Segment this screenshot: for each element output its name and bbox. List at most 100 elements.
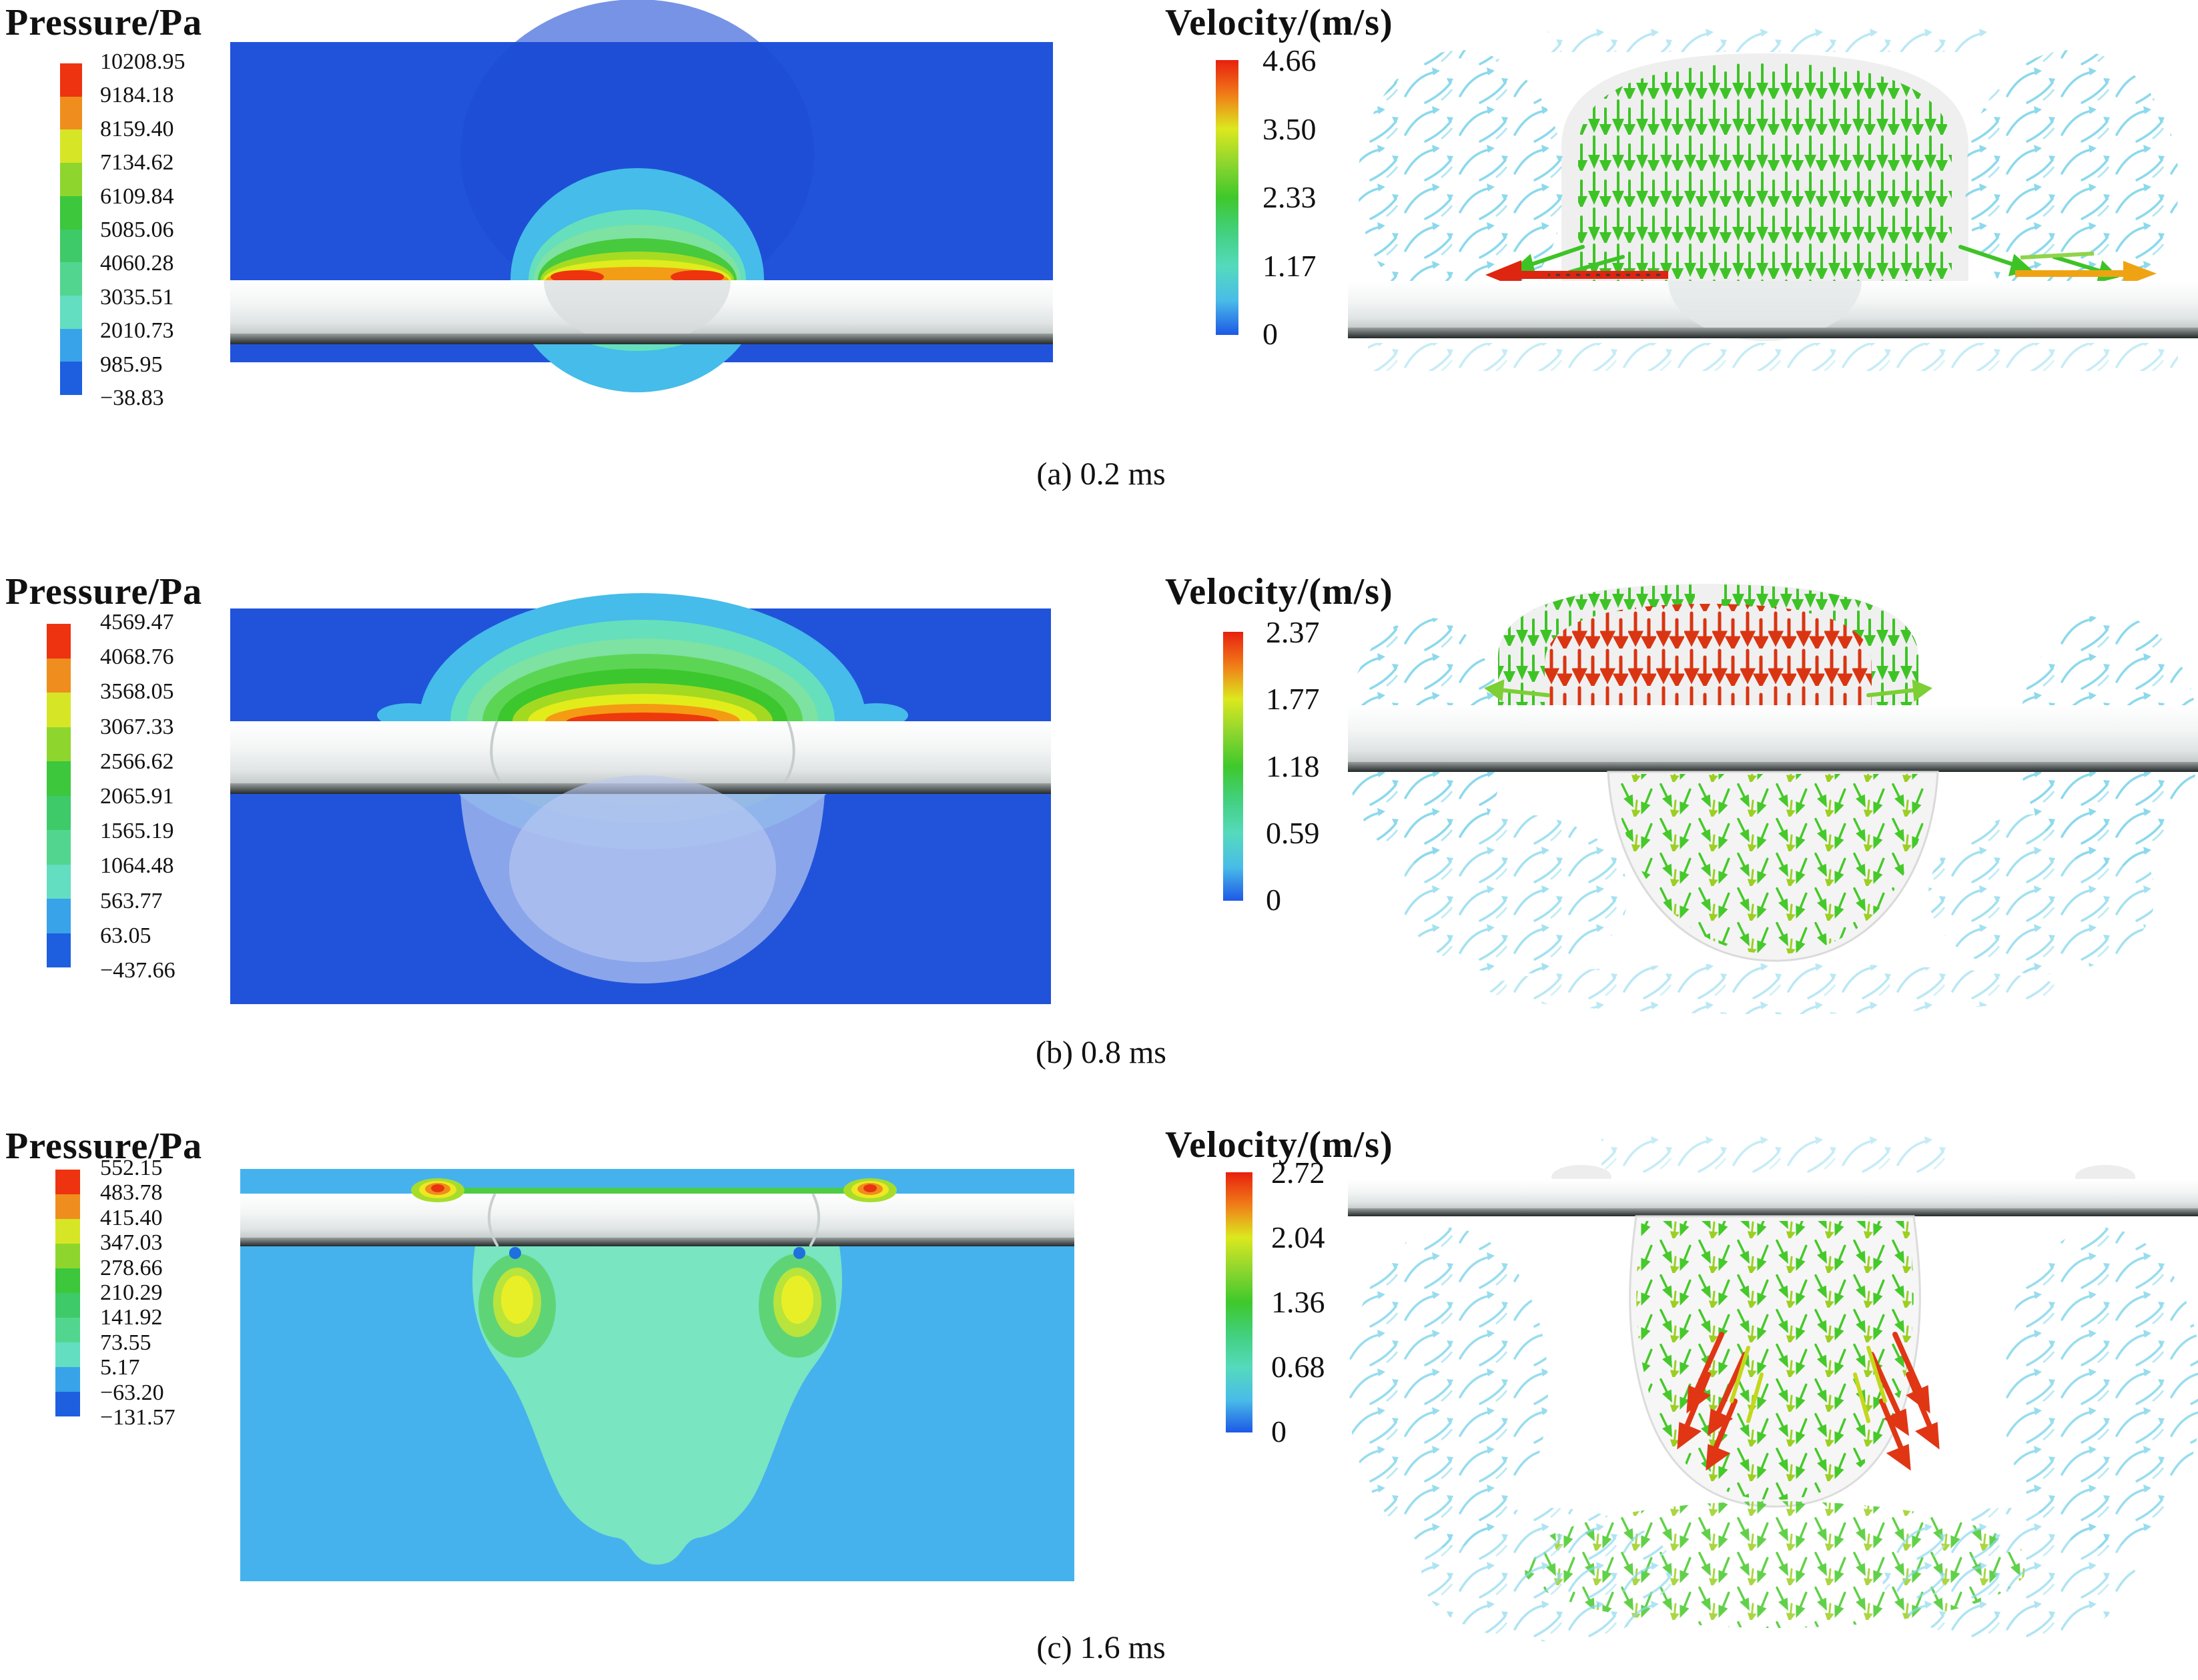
below-bubble-arrows [1488, 963, 2062, 1014]
pressure-legend-title-b: Pressure/Pa [5, 571, 203, 612]
colorbar-band [55, 1318, 80, 1342]
lower-vortex-right [1882, 1508, 2135, 1641]
tick-label: 1064.48 [100, 853, 174, 879]
lower-hotspot-left [478, 1247, 556, 1358]
velocity-colorbar-b [1223, 632, 1243, 901]
colorbar-band [47, 693, 71, 727]
cavity-blob [472, 1246, 842, 1565]
tick-label: 985.95 [100, 352, 163, 377]
skirt-outflow-arrows [1484, 679, 1932, 702]
velocity-legend-title-b: Velocity/(m/s) [1165, 571, 1393, 612]
pressure-colorbar-c [55, 1170, 80, 1416]
tick-label: 3067.33 [100, 714, 174, 739]
vortex-left [1358, 50, 1565, 317]
pressure-contour-plot-a [230, 0, 1053, 392]
velocity-ticks-c: 2.72 2.04 1.36 0.68 0 [1271, 1158, 1365, 1447]
cavity-rim-right [809, 1193, 820, 1248]
tick-label: 2065.91 [100, 783, 174, 809]
velocity-colorbar-c [1226, 1172, 1252, 1432]
weld-pool-shadow [544, 280, 731, 344]
tick-label: 0.68 [1271, 1350, 1325, 1384]
tick-label: 1.18 [1266, 749, 1320, 783]
tick-label: 0 [1262, 317, 1278, 351]
yellow-streaks [1730, 1346, 1887, 1423]
downward-jet-arrows [1578, 63, 1952, 281]
colorbar-band [47, 864, 71, 899]
tick-label: 63.05 [100, 923, 151, 948]
caption-a: (a) 0.2 ms [1036, 456, 1166, 492]
lower-vortex-right [1928, 814, 2155, 974]
velocity-ticks-a: 4.66 3.50 2.33 1.17 0 [1262, 45, 1356, 350]
colorbar-band [47, 830, 71, 865]
colorbar-band [55, 1367, 80, 1392]
colorbar-band [60, 262, 82, 296]
substrate-plate [1348, 705, 2198, 762]
bubble-radial-arrows [1615, 774, 1931, 954]
lower-hotspot-right [759, 1247, 836, 1358]
plate-bottom-edge [1348, 1208, 2198, 1216]
below-plate-arrows [1368, 343, 2178, 371]
colorbar-band [60, 362, 82, 396]
tick-label: 1.36 [1271, 1285, 1325, 1319]
pressure-colorbar-a [60, 63, 82, 396]
colorbar-band [47, 658, 71, 693]
plate-bottom-edge [1348, 762, 2198, 772]
tick-label: 1565.19 [100, 819, 174, 844]
substrate-plate [230, 721, 1051, 783]
tick-label: 9184.18 [100, 83, 174, 108]
colorbar-band [60, 328, 82, 362]
pressure-legend-title-c: Pressure/Pa [5, 1126, 203, 1167]
colorbar-band [60, 195, 82, 230]
tick-label: 1.77 [1266, 682, 1320, 717]
colorbar-band [47, 795, 71, 830]
colorbar-band [60, 229, 82, 263]
colorbar-band [55, 1244, 80, 1268]
tick-label: 563.77 [100, 888, 163, 913]
plate-bottom-edge [240, 1238, 1074, 1246]
velocity-ticks-b: 2.37 1.77 1.18 0.59 0 [1266, 617, 1359, 915]
colorbar-band [55, 1170, 80, 1194]
tick-label: 3568.05 [100, 679, 174, 705]
colorbar-band [47, 761, 71, 796]
tick-label: 4.66 [1262, 43, 1317, 77]
tick-label: 2.04 [1271, 1220, 1325, 1254]
colorbar-band [60, 129, 82, 163]
tick-label: 2.33 [1262, 180, 1317, 214]
tick-label: 3035.51 [100, 284, 174, 310]
cavity-rim-left [488, 1193, 499, 1248]
tick-label: 2.72 [1271, 1156, 1325, 1190]
substrate-plate [240, 1194, 1074, 1238]
colorbar-band [60, 295, 82, 329]
lower-vortex-left [1401, 814, 1628, 974]
red-arrow-cluster-right [1869, 1332, 1940, 1471]
colorbar-band [60, 63, 82, 97]
top-hotspot-left [411, 1178, 464, 1202]
tick-label: 8159.40 [100, 116, 174, 141]
colorbar-band [47, 727, 71, 761]
colorbar-band [55, 1342, 80, 1367]
substrate-plate [1348, 1179, 2198, 1208]
colorbar-band [55, 1293, 80, 1318]
tick-label: 3.50 [1262, 111, 1317, 146]
vortex-right [2002, 1228, 2198, 1548]
colorbar-band [55, 1268, 80, 1293]
tick-label: −63.20 [100, 1380, 164, 1405]
tick-label: 210.29 [100, 1280, 163, 1305]
tick-label: 4068.76 [100, 645, 174, 670]
tick-label: −131.57 [100, 1404, 175, 1430]
top-hotspot-right [843, 1178, 897, 1202]
green-flank-arrows-right [1722, 584, 1918, 705]
tick-label: 0 [1266, 883, 1281, 917]
tick-label: 2010.73 [100, 318, 174, 344]
tick-label: 141.92 [100, 1305, 163, 1330]
tick-label: 73.55 [100, 1330, 151, 1355]
lower-vortex-left [1421, 1508, 1675, 1641]
tick-label: 278.66 [100, 1255, 163, 1280]
colorbar-band [47, 933, 71, 967]
pressure-contour-plot-b [230, 593, 1051, 1004]
vortex-right [1965, 50, 2179, 317]
pressure-ticks-a: 10208.95 9184.18 8159.40 7134.62 6109.84 5085… [100, 51, 227, 410]
tick-label: 1.17 [1262, 248, 1317, 283]
